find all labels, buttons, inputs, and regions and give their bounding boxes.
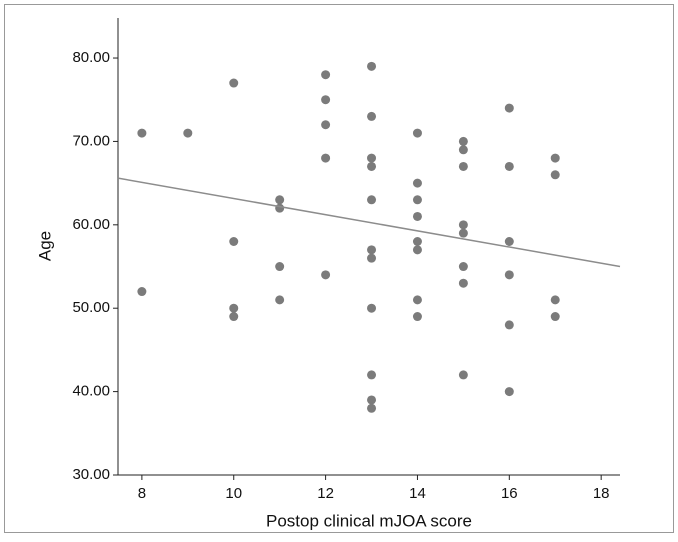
x-tick-label: 12 [317, 485, 334, 502]
point [321, 95, 331, 105]
point [504, 161, 514, 171]
x-tick-label: 8 [138, 485, 146, 502]
point [229, 236, 239, 246]
point [550, 312, 560, 322]
point [550, 153, 560, 163]
point [137, 128, 147, 138]
point [229, 312, 239, 322]
point [412, 178, 422, 188]
point [275, 195, 285, 205]
point [367, 111, 377, 121]
x-tick-label: 14 [409, 485, 426, 502]
point [458, 161, 468, 171]
point [321, 270, 331, 280]
point [550, 170, 560, 180]
point [504, 270, 514, 280]
point [504, 103, 514, 113]
point [367, 303, 377, 313]
point [367, 245, 377, 255]
point [367, 395, 377, 405]
y-tick-label: 60.00 [72, 216, 110, 233]
frame [4, 4, 674, 533]
y-axis-title: Age [35, 231, 54, 261]
point [321, 70, 331, 80]
point [458, 370, 468, 380]
point [458, 262, 468, 272]
point [412, 195, 422, 205]
point [367, 161, 377, 171]
point [412, 245, 422, 255]
point [137, 287, 147, 297]
point [229, 78, 239, 88]
trend-line [117, 177, 621, 268]
point [412, 295, 422, 305]
point [458, 228, 468, 238]
point [458, 278, 468, 288]
point [504, 236, 514, 246]
y-tick-label: 30.00 [72, 466, 110, 483]
x-tick-label: 18 [593, 485, 610, 502]
point [367, 195, 377, 205]
y-tick-label: 40.00 [72, 383, 110, 400]
point [504, 387, 514, 397]
point [367, 153, 377, 163]
point [367, 403, 377, 413]
point [412, 236, 422, 246]
point [504, 320, 514, 330]
point [275, 295, 285, 305]
point [275, 262, 285, 272]
point [412, 312, 422, 322]
point [550, 295, 560, 305]
point [458, 136, 468, 146]
point [321, 153, 331, 163]
x-tick-label: 16 [501, 485, 518, 502]
y-tick-label: 70.00 [72, 132, 110, 149]
point [367, 61, 377, 71]
x-axis-title: Postop clinical mJOA score [266, 511, 472, 530]
point [412, 211, 422, 221]
point [275, 203, 285, 213]
point [367, 253, 377, 263]
point [229, 303, 239, 313]
point [458, 145, 468, 155]
point [367, 370, 377, 380]
point [412, 128, 422, 138]
point [321, 120, 331, 130]
y-tick-label: 50.00 [72, 299, 110, 316]
y-tick-label: 80.00 [72, 49, 110, 66]
point [458, 220, 468, 230]
point [183, 128, 193, 138]
x-tick-label: 10 [225, 485, 242, 502]
